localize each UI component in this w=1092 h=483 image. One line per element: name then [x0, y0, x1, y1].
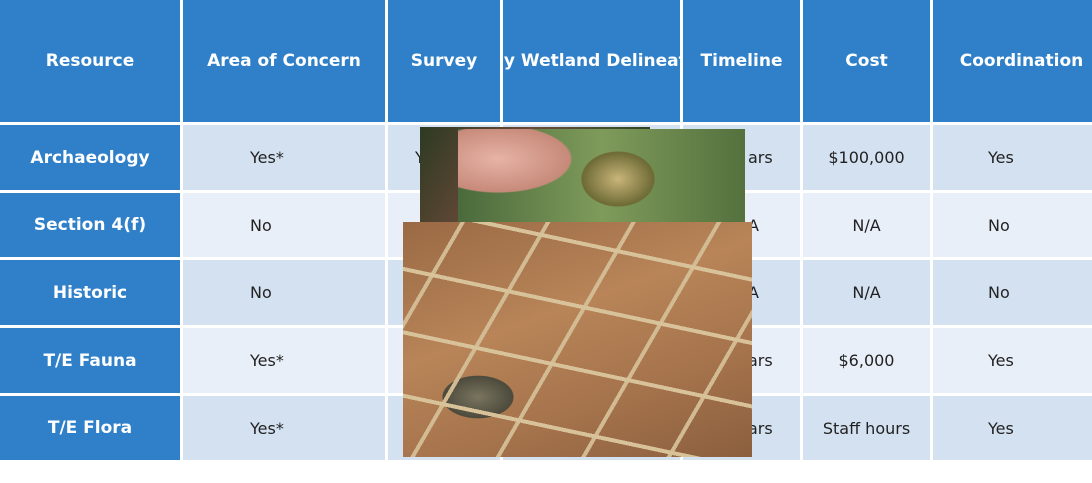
row-label: Archaeology — [0, 125, 180, 190]
cell-text: Yes* — [250, 351, 284, 370]
cell-text: Resource — [46, 49, 135, 73]
cell-text: Yes — [988, 351, 1014, 370]
header-cell: Cost — [803, 0, 930, 122]
header-cell: Coordination — [933, 0, 1092, 122]
body-cell: N/A — [803, 260, 930, 325]
cell-text: N/A — [852, 283, 880, 302]
header-cell: Resource — [0, 0, 180, 122]
body-cell: $6,000 — [803, 328, 930, 393]
cell-text: No — [988, 216, 1010, 235]
cell-text: ars — [748, 148, 773, 167]
body-cell: Staff hours — [803, 396, 930, 460]
header-cell: Survey — [388, 0, 500, 122]
body-cell: Yes* — [183, 328, 385, 393]
cell-text: Archaeology — [30, 148, 149, 168]
cell-text: $6,000 — [839, 351, 895, 370]
cell-text: Yes* — [250, 419, 284, 438]
row-label: T/E Flora — [0, 396, 180, 460]
body-cell: No — [933, 193, 1092, 257]
header-cell: Area of Concern — [183, 0, 385, 122]
cell-text: Staff hours — [823, 419, 910, 438]
row-label: Section 4(f) — [0, 193, 180, 257]
cell-text: $100,000 — [828, 148, 904, 167]
body-cell: Yes* — [183, 125, 385, 190]
cell-text: N/A — [852, 216, 880, 235]
body-cell: Yes — [933, 396, 1092, 460]
body-cell: Yes — [933, 328, 1092, 393]
cell-text: Area of Concern — [207, 49, 361, 73]
body-cell: No — [933, 260, 1092, 325]
cell-text: Early Wetland Delineation — [503, 49, 680, 73]
header-cell: Early Wetland Delineation — [503, 0, 680, 122]
cell-text: T/E Flora — [48, 418, 132, 438]
cell-text: Timeline — [701, 49, 783, 73]
cell-text: Cost — [845, 49, 887, 73]
cell-text: T/E Fauna — [43, 351, 136, 371]
body-cell: N/A — [803, 193, 930, 257]
cell-text: No — [250, 216, 272, 235]
slide: Resource Area of Concern Survey Early Wetla… — [0, 0, 1092, 483]
cell-text: Coordination — [960, 49, 1084, 73]
cell-text: Survey — [411, 49, 477, 73]
cell-text: Yes — [988, 419, 1014, 438]
body-cell: Yes* — [183, 396, 385, 460]
row-label: T/E Fauna — [0, 328, 180, 393]
cell-text: Yes — [988, 148, 1014, 167]
body-cell: No — [183, 193, 385, 257]
cell-text: Section 4(f) — [34, 215, 146, 235]
body-cell: Yes — [933, 125, 1092, 190]
body-cell: $100,000 — [803, 125, 930, 190]
body-cell: No — [183, 260, 385, 325]
header-cell: Timeline — [683, 0, 800, 122]
photo-turtle — [458, 129, 745, 225]
cell-text: No — [250, 283, 272, 302]
cell-text: No — [988, 283, 1010, 302]
photo-excavation — [403, 222, 752, 457]
cell-text: Historic — [53, 283, 127, 303]
cell-text: Yes* — [250, 148, 284, 167]
row-label: Historic — [0, 260, 180, 325]
